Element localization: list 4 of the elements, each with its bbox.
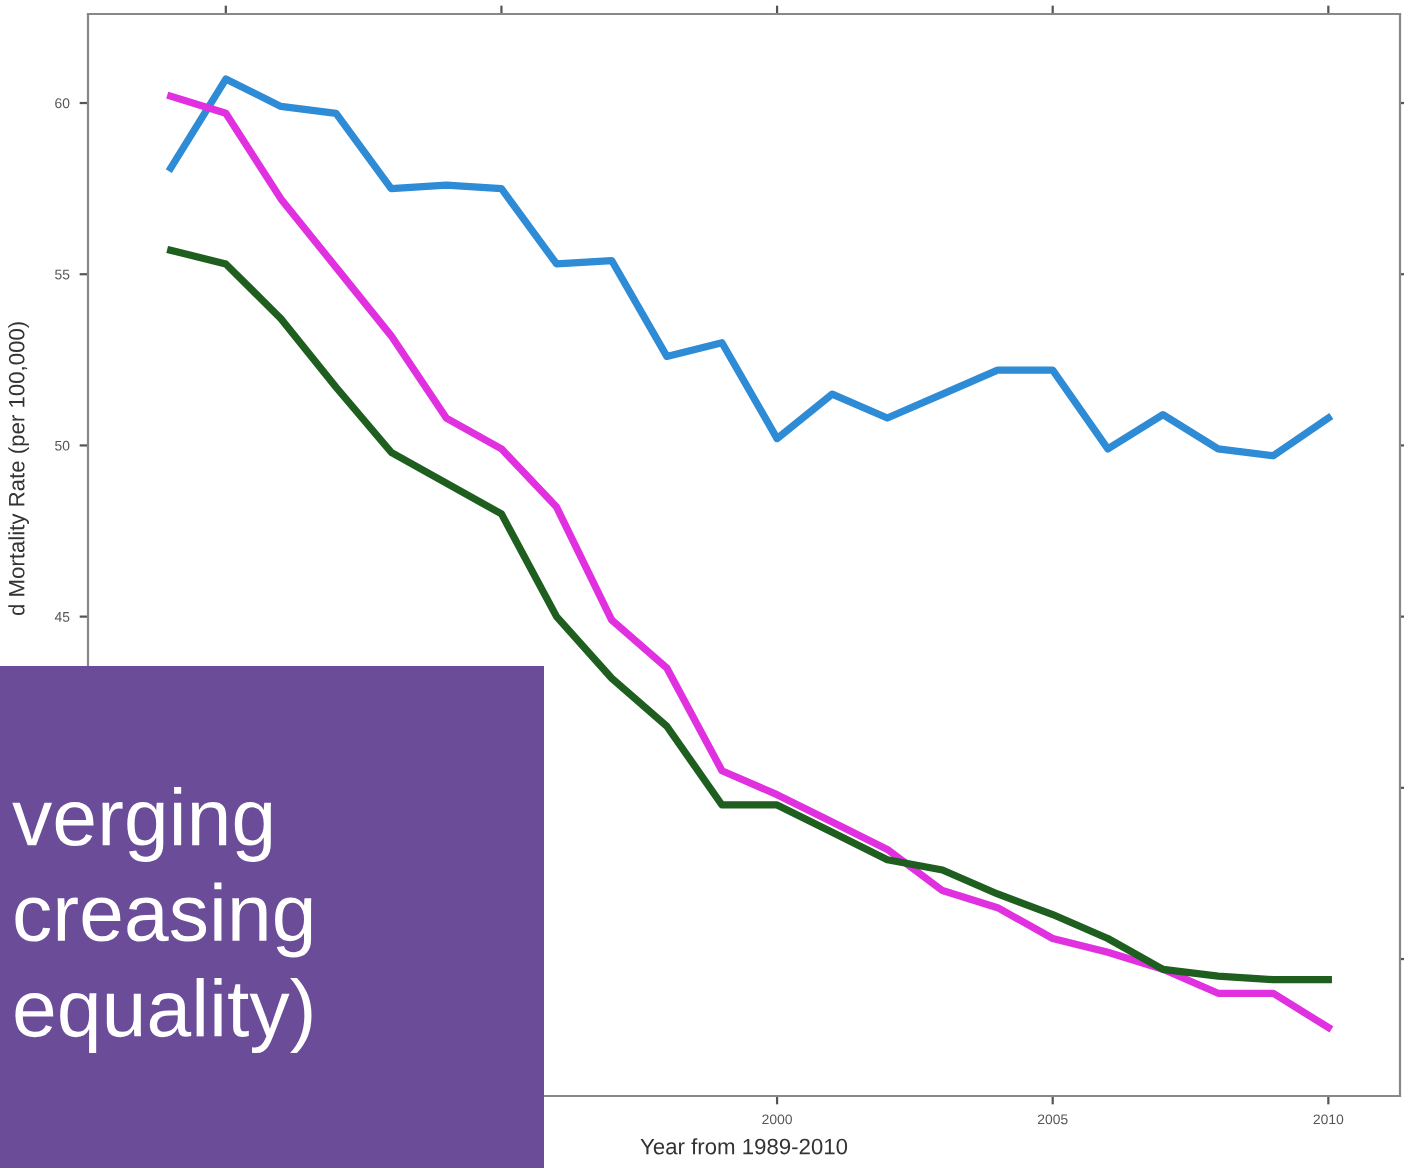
x-axis-title: Year from 1989-2010 (640, 1138, 848, 1155)
y-axis-title: d Mortality Rate (per 100,000) (8, 322, 29, 616)
line-series (167, 75, 1332, 460)
annotation: verging creasing equality) (12, 786, 312, 1054)
